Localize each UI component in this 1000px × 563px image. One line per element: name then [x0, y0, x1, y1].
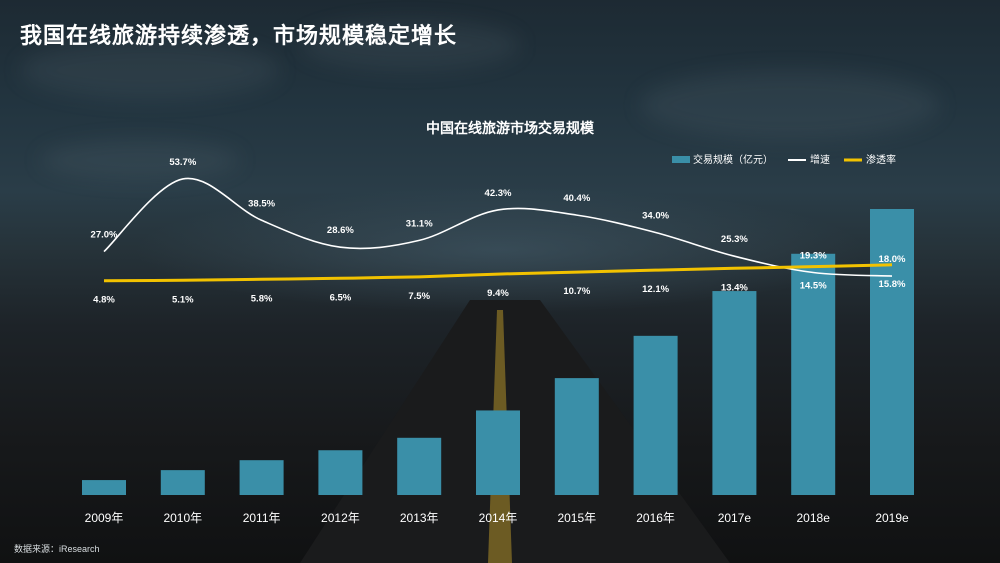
penetration-data-label: 14.5% [800, 281, 827, 292]
x-tick-label: 2019e [875, 511, 909, 525]
penetration-data-label: 13.4% [721, 282, 748, 293]
penetration-data-label: 4.8% [93, 295, 115, 306]
penetration-data-label: 9.4% [487, 288, 509, 299]
bar-2019e [870, 209, 914, 495]
growth-line [103, 177, 893, 277]
bar-2010年 [160, 470, 205, 495]
growth-data-label: 34.0% [642, 211, 669, 222]
bar-2013年 [397, 437, 442, 495]
legend: 交易规模（亿元） 增速 渗透率 [672, 153, 896, 166]
bar-2016年 [633, 335, 678, 495]
background-cloud [20, 40, 280, 100]
growth-data-label: 27.0% [91, 230, 118, 241]
x-tick-label: 2017e [718, 511, 752, 525]
background-cloud [40, 140, 240, 180]
legend-swatch-bar [672, 156, 690, 163]
bar-2018e [791, 253, 836, 495]
x-tick-label: 2010年 [163, 511, 202, 525]
x-tick-label: 2011年 [243, 511, 281, 525]
data-source: 数据来源：iResearch [14, 544, 100, 554]
legend-label-penetration: 渗透率 [866, 153, 896, 166]
bar-2012年 [318, 450, 363, 495]
penetration-line [103, 263, 893, 283]
bar-2011年 [239, 460, 284, 495]
legend-label-bar: 交易规模（亿元） [693, 153, 773, 166]
penetration-data-label: 15.8% [879, 279, 906, 290]
penetration-data-label: 5.8% [251, 293, 273, 304]
bar-2014年 [476, 410, 520, 495]
background-cloud [640, 70, 940, 140]
growth-data-label: 31.1% [406, 218, 433, 229]
bar-2017e [712, 291, 757, 495]
bar-2015年 [554, 378, 599, 495]
x-tick-label: 2015年 [557, 511, 596, 525]
penetration-data-label: 7.5% [408, 291, 430, 302]
penetration-data-label: 6.5% [330, 292, 352, 303]
penetration-data-label: 10.7% [563, 286, 590, 297]
growth-data-label: 40.4% [563, 193, 590, 204]
x-tick-label: 2013年 [400, 511, 439, 525]
growth-data-label: 25.3% [721, 234, 748, 245]
background-cloud [300, 20, 520, 70]
legend-label-growth: 增速 [810, 153, 830, 166]
x-tick-label: 2018e [797, 511, 831, 525]
penetration-data-label: 12.1% [642, 284, 669, 295]
page-title: 我国在线旅游持续渗透，市场规模稳定增长 [20, 23, 458, 48]
x-tick-label: 2016年 [636, 511, 675, 525]
growth-data-label: 18.0% [879, 254, 906, 265]
x-tick-label: 2012年 [321, 511, 360, 525]
bar-2009年 [82, 480, 126, 495]
x-tick-label: 2014年 [479, 511, 518, 525]
growth-data-label: 42.3% [485, 188, 512, 199]
growth-data-label: 53.7% [169, 157, 196, 168]
growth-data-label: 28.6% [327, 225, 354, 236]
growth-data-label: 38.5% [248, 198, 275, 209]
x-tick-label: 2009年 [85, 511, 124, 525]
chart-title: 中国在线旅游市场交易规模 [426, 120, 595, 136]
penetration-data-label: 5.1% [172, 294, 194, 305]
growth-data-label: 19.3% [800, 251, 827, 262]
